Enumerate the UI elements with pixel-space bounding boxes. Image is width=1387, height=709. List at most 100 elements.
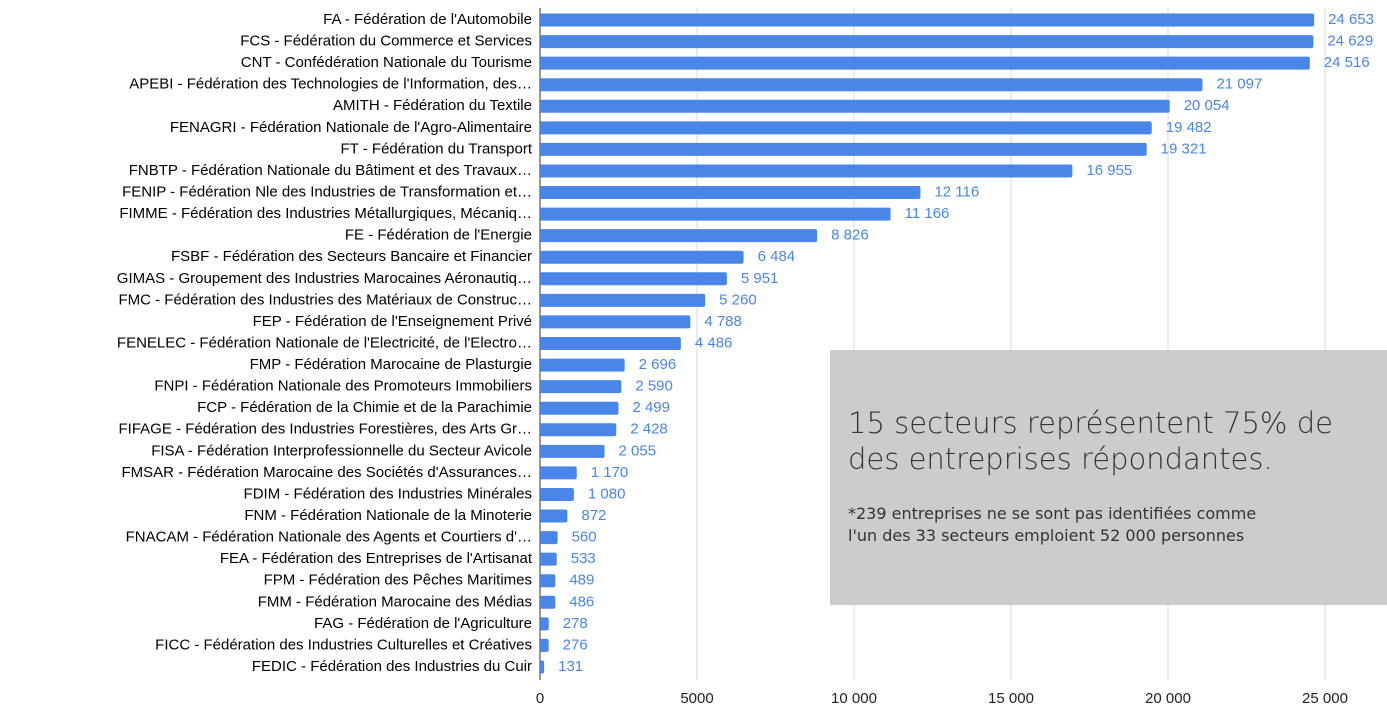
annotation: des entreprises répondantes.	[848, 442, 1273, 476]
y-tick-label: FENELEC - Fédération Nationale de l'Elec…	[117, 334, 532, 351]
bar	[540, 617, 549, 631]
bar	[540, 487, 574, 501]
bar	[540, 35, 1314, 49]
y-tick-label: FEDIC - Fédération des Industries du Cui…	[252, 658, 532, 675]
y-tick-label: FMC - Fédération des Industries des Maté…	[118, 291, 532, 308]
y-tick-label: FENAGRI - Fédération Nationale de l'Agro…	[170, 119, 532, 136]
bar	[540, 574, 556, 588]
x-tick-label: 25 000	[1302, 690, 1348, 707]
bar	[540, 401, 619, 415]
data-label: 2 055	[619, 442, 657, 459]
y-tick-label: FEA - Fédération des Entreprises de l'Ar…	[220, 550, 533, 567]
data-label: 12 116	[934, 184, 979, 201]
annotation-box: 15 secteurs représentent 75% de des entre…	[830, 350, 1387, 605]
annotation: 15 secteurs représentent 75% de	[848, 406, 1333, 440]
y-tick-label: FNPI - Fédération Nationale des Promoteu…	[154, 378, 532, 395]
bar	[540, 552, 557, 566]
bar	[540, 315, 691, 329]
data-label: 5 951	[741, 270, 779, 287]
y-tick-label: FIFAGE - Fédération des Industries Fores…	[119, 421, 532, 438]
y-tick-label: FISA - Fédération Interprofessionnelle d…	[151, 442, 532, 459]
bar	[540, 56, 1310, 70]
data-label: 19 482	[1166, 119, 1212, 136]
bar	[540, 272, 727, 286]
y-tick-label: FA - Fédération de l'Automobile	[323, 11, 532, 28]
data-label: 5 260	[719, 291, 757, 308]
y-tick-label: FEP - Fédération de l'Enseignement Privé	[253, 313, 532, 330]
bar	[540, 337, 681, 350]
y-tick-label: AMITH - Fédération du Textile	[333, 97, 532, 114]
data-label: 11 166	[905, 205, 950, 222]
bar	[540, 13, 1315, 27]
x-tick-label: 20 000	[1145, 690, 1191, 707]
data-label: 24 653	[1328, 11, 1374, 28]
data-label: 6 484	[758, 248, 796, 265]
bar	[540, 466, 577, 480]
bar	[540, 423, 617, 437]
bar	[540, 444, 605, 458]
y-tick-label: CNT - Confédération Nationale du Tourism…	[241, 54, 532, 71]
annotation: l'un des 33 secteurs emploient 52 000 pe…	[848, 526, 1245, 545]
y-tick-label: FSBF - Fédération des Secteurs Bancaire …	[171, 248, 532, 265]
y-tick-label: APEBI - Fédération des Technologies de l…	[129, 76, 532, 93]
bar	[540, 660, 545, 674]
y-tick-label: FMM - Fédération Marocaine des Médias	[258, 593, 532, 610]
bar	[540, 207, 891, 221]
x-tick-label: 15 000	[988, 690, 1034, 707]
bar	[540, 164, 1073, 178]
data-label: 1 170	[591, 464, 629, 481]
y-tick-label: FNBTP - Fédération Nationale du Bâtiment…	[129, 162, 532, 179]
bar	[540, 121, 1152, 135]
y-tick-label: FCS - Fédération du Commerce et Services	[240, 33, 532, 50]
y-tick-label: FAG - Fédération de l'Agriculture	[314, 615, 532, 632]
y-tick-label: FNACAM - Fédération Nationale des Agents…	[126, 529, 532, 546]
data-label: 24 629	[1327, 33, 1373, 50]
bar	[540, 509, 568, 523]
annotation-title: 15 secteurs représentent 75% de des entre…	[848, 405, 1387, 477]
bar	[540, 78, 1203, 92]
data-label: 533	[571, 550, 596, 567]
x-tick-label: 10 000	[831, 690, 877, 707]
data-label: 131	[558, 658, 583, 675]
bar	[540, 358, 625, 372]
bar	[540, 638, 549, 652]
data-label: 2 499	[632, 399, 670, 416]
y-tick-label: FE - Fédération de l'Energie	[345, 227, 532, 244]
bar	[540, 99, 1170, 113]
data-label: 2 696	[639, 356, 677, 373]
data-label: 486	[569, 593, 594, 610]
y-tick-label: GIMAS - Groupement des Industries Maroca…	[117, 270, 532, 287]
bar	[540, 142, 1147, 156]
bar	[540, 186, 921, 200]
y-tick-label: FCP - Fédération de la Chimie et de la P…	[197, 399, 532, 416]
y-tick-label: FMP - Fédération Marocaine de Plasturgie	[250, 356, 532, 373]
data-label: 2 590	[635, 378, 673, 395]
data-label: 19 321	[1161, 140, 1207, 157]
y-tick-label: FDIM - Fédération des Industries Minéral…	[244, 485, 532, 502]
bar	[540, 229, 818, 243]
annotation-note: *239 entreprises ne se sont pas identifi…	[848, 503, 1387, 547]
y-tick-label: FT - Fédération du Transport	[341, 140, 533, 157]
data-label: 21 097	[1216, 76, 1262, 93]
x-tick-label: 5000	[680, 690, 713, 707]
bar	[540, 531, 558, 545]
data-label: 2 428	[630, 421, 668, 438]
data-label: 278	[563, 615, 588, 632]
annotation: *239 entreprises ne se sont pas identifi…	[848, 504, 1257, 523]
y-tick-label: FNM - Fédération Nationale de la Minoter…	[244, 507, 532, 524]
data-label: 1 080	[588, 485, 626, 502]
data-label: 24 516	[1324, 54, 1370, 71]
data-label: 8 826	[831, 227, 869, 244]
y-tick-label: FMSAR - Fédération Marocaine des Société…	[121, 464, 532, 481]
y-tick-label: FENIP - Fédération Nle des Industries de…	[122, 184, 532, 201]
x-tick-label: 0	[536, 690, 544, 707]
data-label: 20 054	[1184, 97, 1230, 114]
data-label: 489	[569, 572, 594, 589]
data-label: 560	[572, 529, 597, 546]
data-label: 276	[563, 636, 588, 653]
bar	[540, 595, 556, 609]
bar	[540, 250, 744, 264]
data-label: 4 788	[704, 313, 742, 330]
bar	[540, 293, 706, 307]
